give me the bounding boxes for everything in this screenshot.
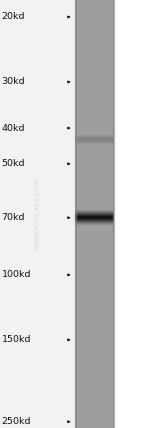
Bar bbox=[75, 0, 76, 428]
Bar bbox=[113, 0, 114, 428]
Bar bbox=[114, 0, 150, 428]
Text: 250kd: 250kd bbox=[2, 417, 31, 426]
Text: WWW.PTGLAES.COM: WWW.PTGLAES.COM bbox=[34, 178, 40, 250]
Text: 30kd: 30kd bbox=[2, 77, 25, 86]
Text: 20kd: 20kd bbox=[2, 12, 25, 21]
Text: 50kd: 50kd bbox=[2, 159, 25, 168]
Text: 150kd: 150kd bbox=[2, 336, 31, 345]
Text: 40kd: 40kd bbox=[2, 124, 25, 133]
Text: 100kd: 100kd bbox=[2, 270, 31, 279]
Text: 70kd: 70kd bbox=[2, 213, 25, 222]
